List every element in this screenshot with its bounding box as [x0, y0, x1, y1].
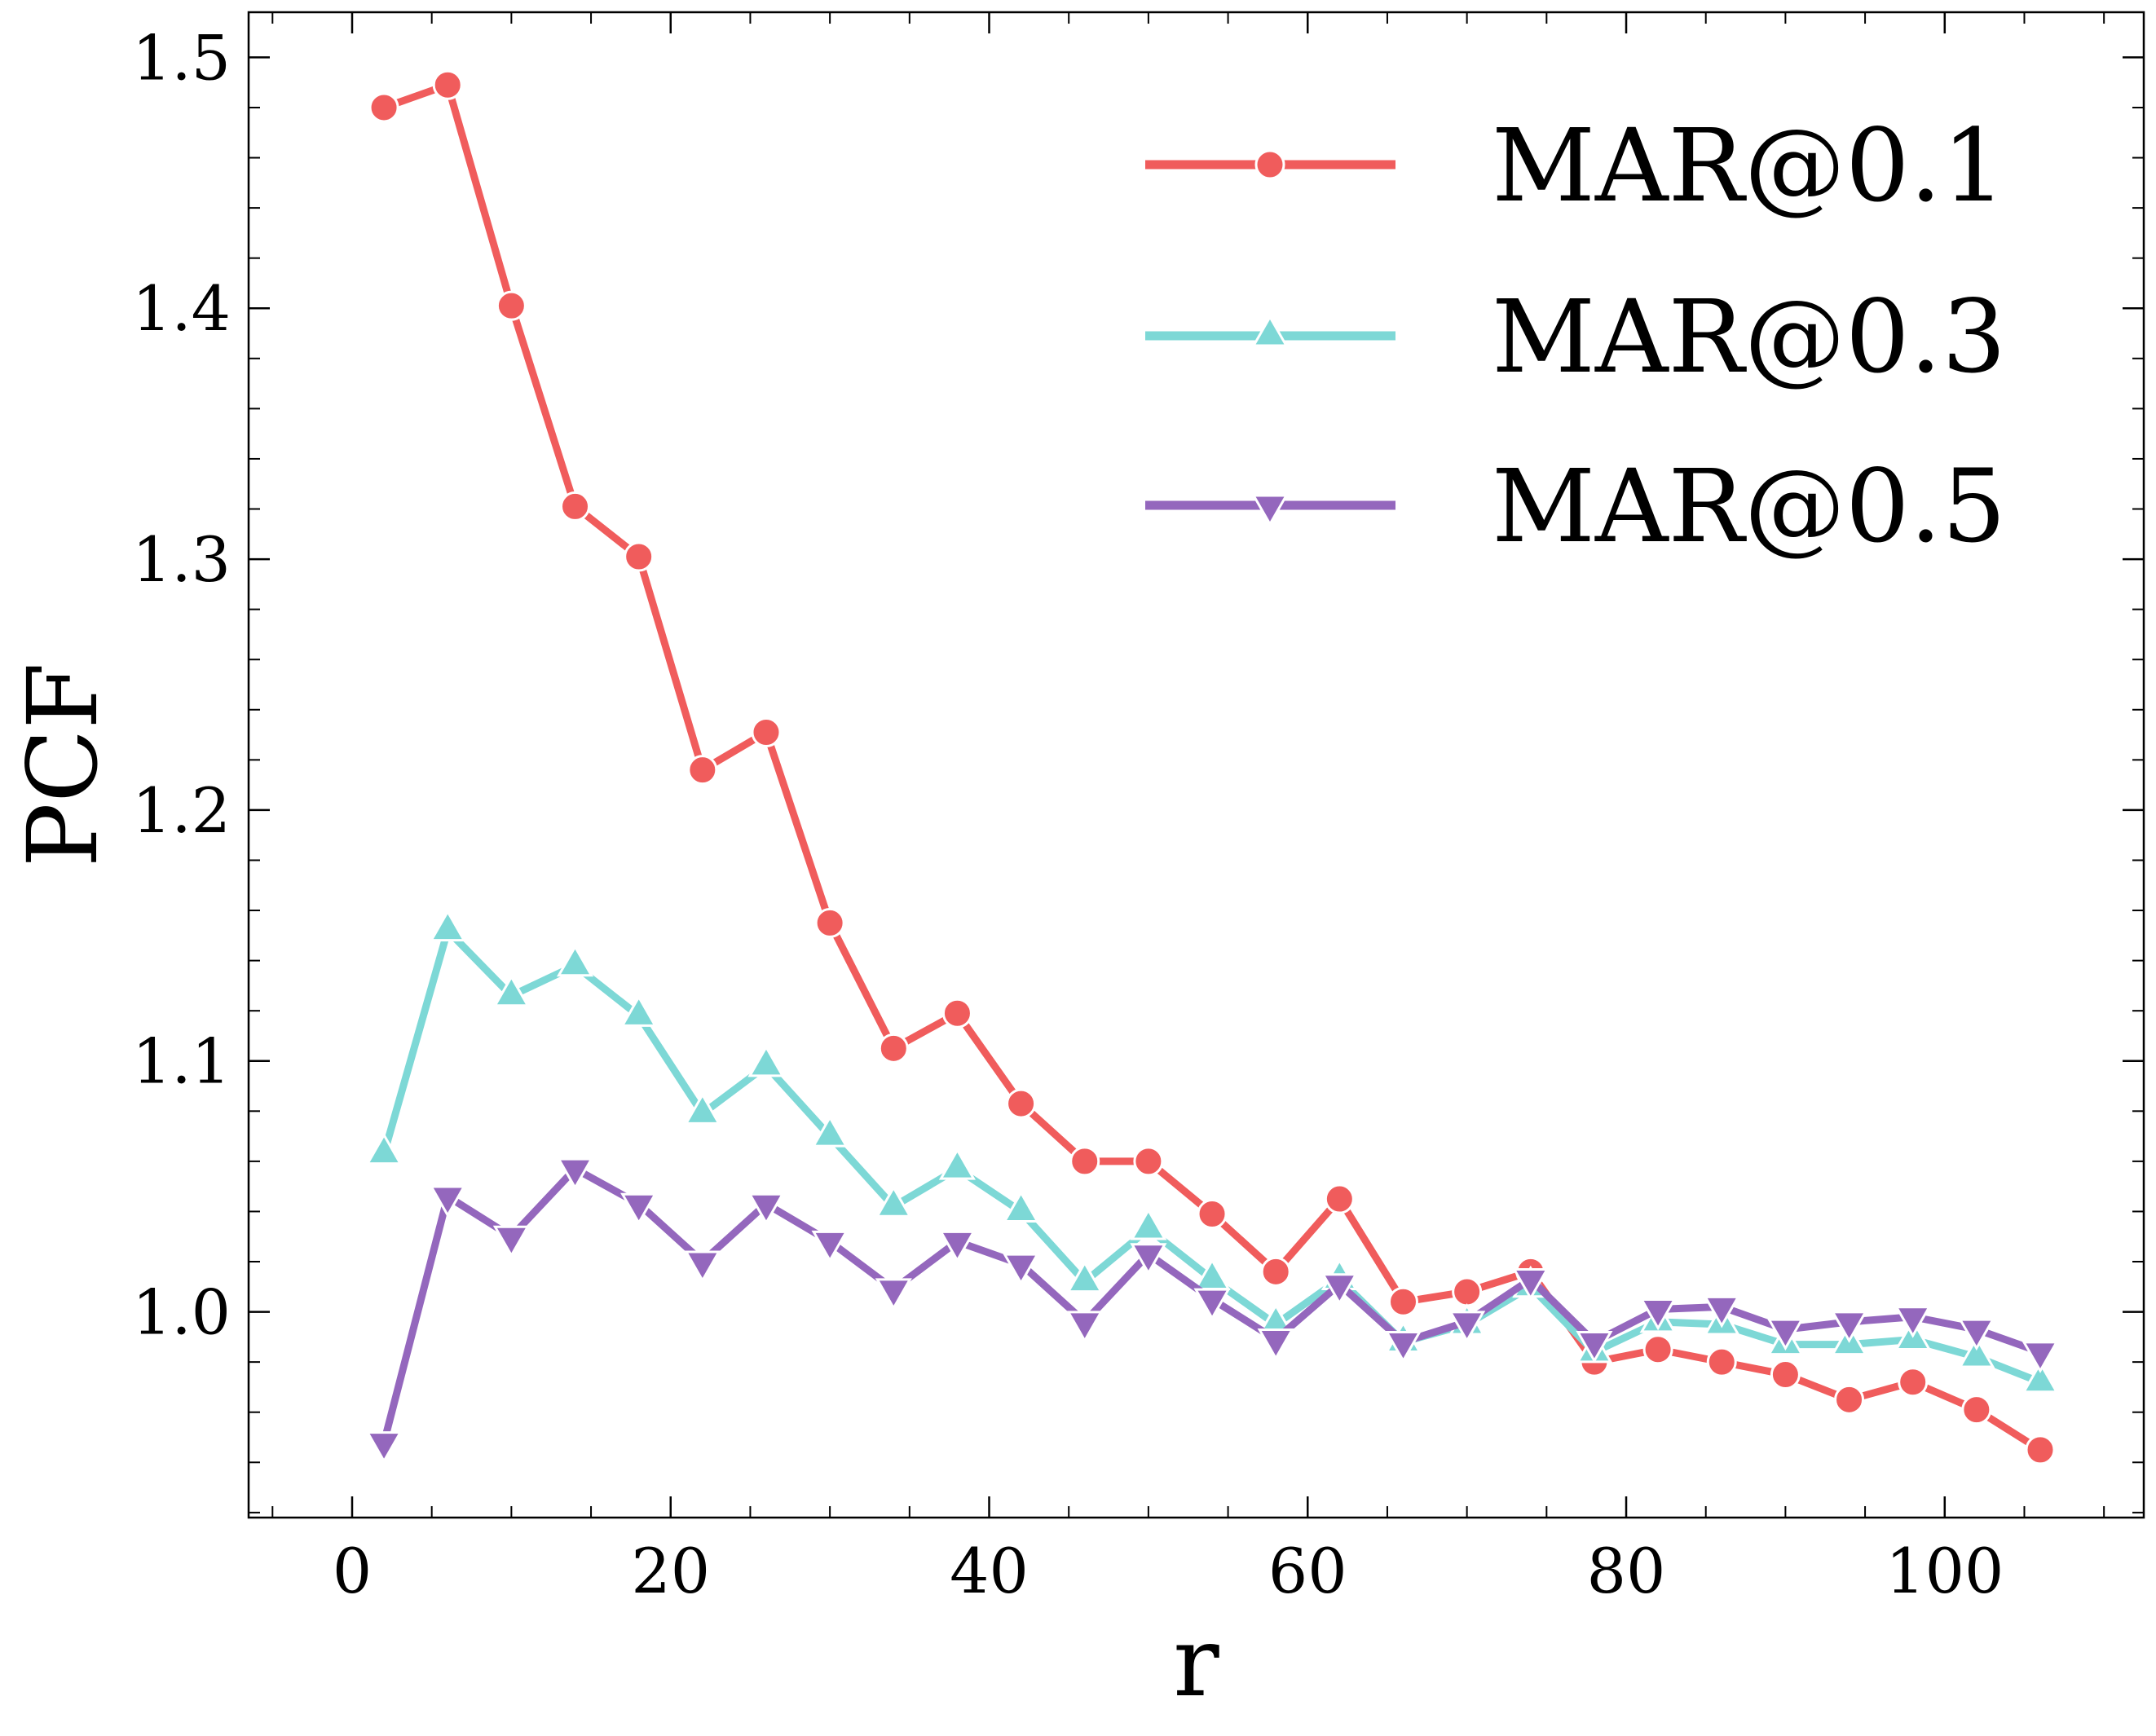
- data-point: [1703, 1295, 1740, 1328]
- data-point: [1069, 1146, 1100, 1177]
- data-point: [429, 1185, 466, 1218]
- data-point: [1006, 1088, 1037, 1119]
- data-point: [1133, 1146, 1164, 1177]
- data-point: [1257, 1328, 1294, 1361]
- legend-marker: [1254, 149, 1285, 180]
- data-point: [747, 1192, 785, 1226]
- data-point: [556, 944, 594, 977]
- legend-marker: [1251, 494, 1289, 527]
- data-point: [1197, 1199, 1228, 1230]
- data-point: [365, 1431, 403, 1464]
- data-point: [2022, 1360, 2059, 1394]
- y-tick-label: 1.5: [132, 21, 231, 94]
- data-point: [368, 92, 399, 123]
- data-point: [1961, 1395, 1992, 1425]
- x-tick-label: 20: [631, 1535, 710, 1607]
- data-point: [938, 1148, 977, 1180]
- data-point: [556, 1157, 594, 1191]
- y-tick-label: 1.4: [132, 272, 231, 345]
- legend: MAR@0.1 MAR@0.3 MAR@0.5: [1145, 108, 2006, 566]
- data-point: [496, 290, 527, 321]
- data-point: [1002, 1253, 1040, 1286]
- data-point: [811, 1115, 849, 1148]
- data-point: [1958, 1318, 1995, 1351]
- axis-ticks: 0 20 40 60 80 100 1.0 1.1 1.2 1.3 1.4 1.5: [132, 12, 2144, 1607]
- data-point: [1830, 1311, 1868, 1343]
- data-point: [620, 1192, 658, 1226]
- y-tick-label: 1.3: [132, 523, 231, 596]
- data-point: [2022, 1341, 2059, 1373]
- data-point: [620, 994, 658, 1027]
- data-point: [941, 998, 972, 1029]
- legend-label: MAR@0.3: [1492, 279, 2006, 396]
- series-MAR@0.5: [365, 1157, 2059, 1464]
- x-tick-label: 0: [333, 1535, 372, 1607]
- x-tick-label: 40: [950, 1535, 1029, 1607]
- data-point: [624, 541, 655, 572]
- data-point: [1066, 1311, 1104, 1343]
- data-point: [1452, 1276, 1483, 1307]
- legend-entry: MAR@0.1: [1145, 108, 2006, 225]
- data-point: [1320, 1273, 1358, 1306]
- data-point: [492, 974, 530, 1007]
- data-point: [560, 491, 591, 522]
- y-tick-label: 1.2: [132, 774, 231, 847]
- data-point: [1770, 1359, 1801, 1390]
- data-point: [1193, 1288, 1231, 1321]
- data-point: [1639, 1298, 1677, 1331]
- data-point: [1260, 1256, 1291, 1287]
- data-point: [814, 907, 845, 938]
- data-point: [875, 1185, 912, 1218]
- data-point: [1002, 1190, 1040, 1223]
- y-tick-label: 1.0: [132, 1276, 231, 1349]
- data-point: [938, 1230, 977, 1263]
- data-point: [492, 1225, 530, 1258]
- data-point: [1324, 1183, 1355, 1214]
- data-point: [1706, 1346, 1737, 1377]
- data-point: [684, 1092, 721, 1125]
- data-point: [1766, 1318, 1804, 1351]
- data-point: [687, 755, 718, 786]
- legend-label: MAR@0.5: [1492, 448, 2006, 566]
- data-point: [875, 1278, 912, 1311]
- data-point: [1894, 1306, 1932, 1338]
- data-point: [1834, 1384, 1865, 1415]
- x-tick-label: 60: [1268, 1535, 1347, 1607]
- data-point: [751, 716, 782, 747]
- data-point: [1130, 1207, 1167, 1240]
- y-tick-label: 1.1: [132, 1025, 231, 1098]
- data-point: [1958, 1335, 1995, 1368]
- x-tick-label: 80: [1587, 1535, 1666, 1607]
- legend-entry: MAR@0.5: [1145, 448, 2006, 566]
- series-MAR@0.1: [368, 69, 2056, 1465]
- data-point: [432, 69, 463, 100]
- data-point: [1066, 1260, 1104, 1293]
- data-point: [878, 1033, 909, 1064]
- data-point: [2025, 1434, 2056, 1465]
- data-point: [1448, 1311, 1486, 1343]
- plot-content: [365, 69, 2059, 1465]
- data-point: [1898, 1367, 1929, 1398]
- legend-entry: MAR@0.3: [1145, 279, 2006, 396]
- data-point: [1387, 1286, 1418, 1317]
- data-point: [1384, 1331, 1422, 1364]
- data-point: [811, 1230, 849, 1263]
- data-point: [747, 1044, 785, 1077]
- data-point: [1512, 1268, 1550, 1301]
- data-point: [365, 1132, 403, 1165]
- data-point: [684, 1250, 721, 1284]
- legend-label: MAR@0.1: [1492, 108, 2006, 225]
- x-axis-title: r: [1173, 1606, 1219, 1718]
- data-point: [429, 909, 466, 942]
- legend-marker: [1251, 314, 1289, 347]
- y-axis-title: PCF: [7, 663, 119, 868]
- x-tick-label: 100: [1885, 1535, 2004, 1607]
- data-point: [1642, 1334, 1673, 1365]
- data-point: [1576, 1331, 1613, 1364]
- data-point: [1130, 1243, 1167, 1276]
- axes-frame: [247, 11, 2145, 1519]
